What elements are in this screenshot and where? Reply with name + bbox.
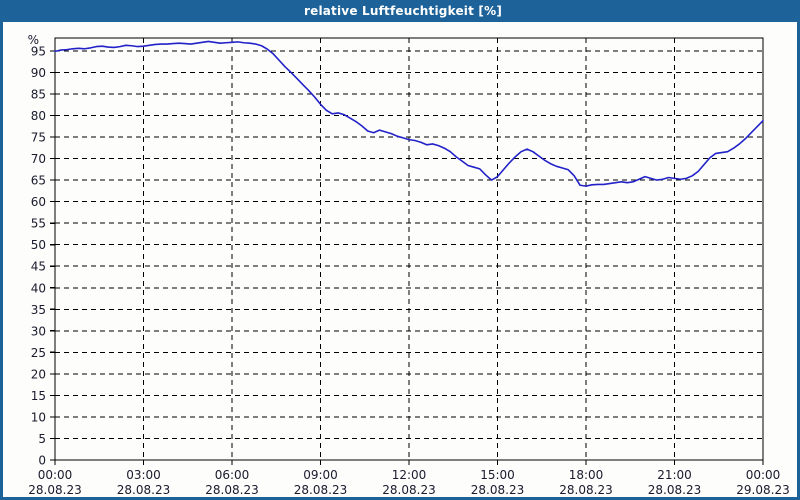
svg-text:28.08.23: 28.08.23	[559, 483, 612, 497]
svg-text:25: 25	[31, 346, 46, 360]
svg-text:80: 80	[31, 109, 46, 123]
svg-text:40: 40	[31, 281, 46, 295]
chart-canvas: 0 5 10 15 20 25 30 35 40 45 50 55 60 65 70 75 80 85 90 95 0…	[3, 22, 797, 497]
svg-text:75: 75	[31, 131, 46, 145]
svg-text:06:00: 06:00	[215, 468, 250, 482]
svg-text:35: 35	[31, 303, 46, 317]
svg-text:00:00: 00:00	[746, 468, 781, 482]
svg-text:28.08.23: 28.08.23	[28, 483, 81, 497]
svg-text:09:00: 09:00	[303, 468, 338, 482]
svg-text:28.08.23: 28.08.23	[205, 483, 258, 497]
humidity-line-chart: 0 5 10 15 20 25 30 35 40 45 50 55 60 65 70 75 80 85 90 95 0…	[3, 22, 797, 497]
chart-background	[3, 22, 797, 497]
svg-text:5: 5	[38, 432, 46, 446]
svg-text:15:00: 15:00	[480, 468, 515, 482]
x-axis-ticks: 00:0028.08.2303:0028.08.2306:0028.08.230…	[28, 460, 790, 497]
svg-text:18:00: 18:00	[569, 468, 604, 482]
y-axis-unit-label: %	[28, 33, 39, 47]
svg-text:90: 90	[31, 66, 46, 80]
gridlines	[55, 38, 763, 460]
svg-text:55: 55	[31, 217, 46, 231]
svg-text:28.08.23: 28.08.23	[382, 483, 435, 497]
svg-text:60: 60	[31, 195, 46, 209]
data-series	[54, 40, 764, 187]
svg-text:85: 85	[31, 87, 46, 101]
svg-text:28.08.23: 28.08.23	[471, 483, 524, 497]
svg-text:95: 95	[31, 44, 46, 58]
svg-text:20: 20	[31, 367, 46, 381]
svg-text:45: 45	[31, 260, 46, 274]
svg-text:29.08.23: 29.08.23	[736, 483, 789, 497]
svg-text:12:00: 12:00	[392, 468, 427, 482]
svg-text:28.08.23: 28.08.23	[648, 483, 701, 497]
series-line-0	[54, 40, 764, 187]
svg-text:21:00: 21:00	[657, 468, 692, 482]
svg-text:15: 15	[31, 389, 46, 403]
svg-text:0: 0	[38, 454, 46, 468]
svg-text:28.08.23: 28.08.23	[117, 483, 170, 497]
window-title: relative Luftfeuchtigkeit [%]	[3, 0, 797, 22]
svg-text:10: 10	[31, 410, 46, 424]
svg-text:28.08.23: 28.08.23	[294, 483, 347, 497]
svg-text:00:00: 00:00	[38, 468, 73, 482]
svg-text:65: 65	[31, 174, 46, 188]
svg-text:50: 50	[31, 238, 46, 252]
y-axis-ticks: 0 5 10 15 20 25 30 35 40 45 50 55 60 65 70 75 80 85 90 95	[31, 44, 55, 468]
svg-text:70: 70	[31, 152, 46, 166]
svg-text:30: 30	[31, 324, 46, 338]
svg-text:03:00: 03:00	[126, 468, 161, 482]
